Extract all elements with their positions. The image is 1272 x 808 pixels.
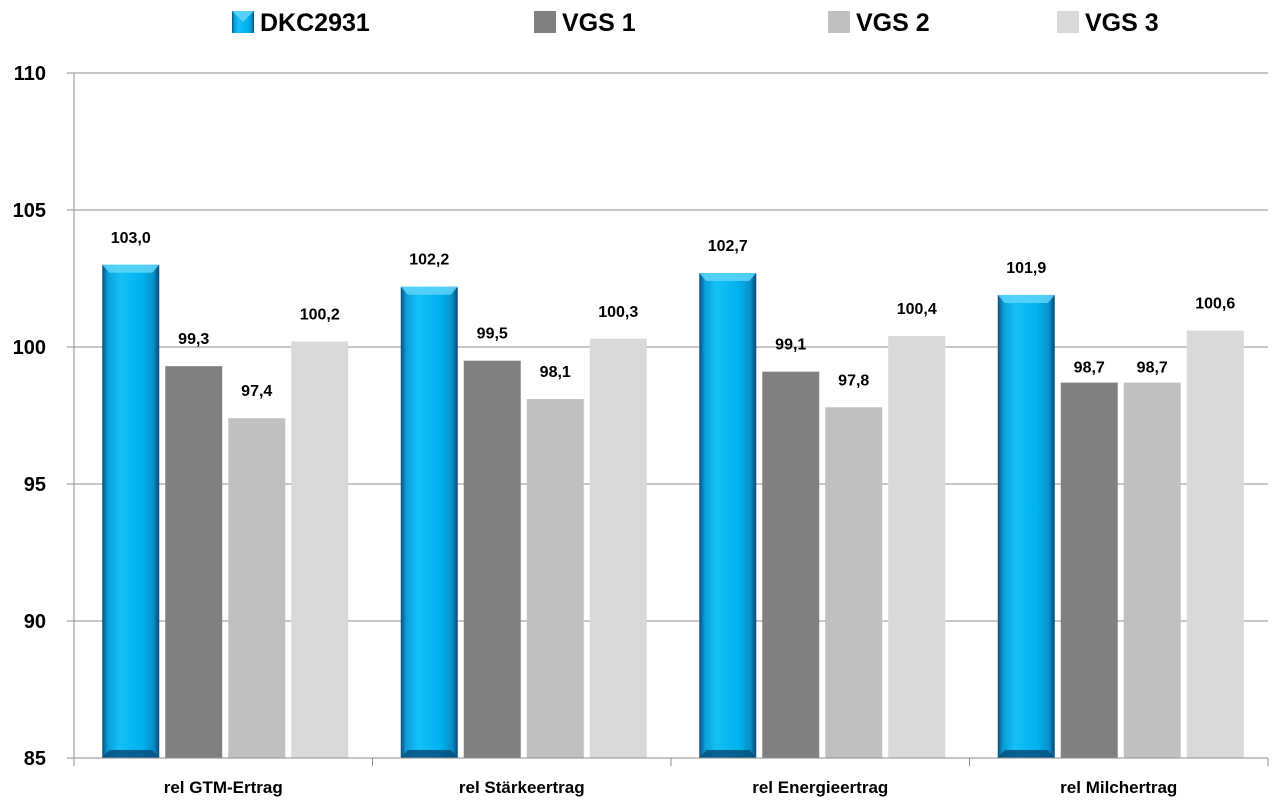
bar-vgs-2 [825,407,883,758]
bar-bevel-bottom [699,750,757,758]
bar-vgs-1 [1060,382,1118,758]
y-tick-label: 105 [13,200,46,222]
legend-label: DKC2931 [260,9,370,37]
bar-dkc2931 [102,264,160,758]
data-label: 102,2 [409,252,449,269]
data-label: 98,7 [1074,360,1105,377]
data-label: 100,6 [1195,296,1235,313]
data-label: 97,4 [241,383,272,400]
legend-swatch [828,11,850,33]
data-label: 100,2 [300,307,340,324]
x-tick-label: rel Energieertrag [752,778,888,797]
bar-dkc2931 [699,273,757,758]
x-tick-label: rel GTM-Ertrag [164,778,283,797]
bar-vgs-2 [1123,382,1181,758]
bar-bevel-top [699,273,757,282]
data-label: 102,7 [708,238,748,255]
data-label: 99,3 [178,331,209,348]
legend-swatch [1057,11,1079,33]
bar-vgs-3 [1186,330,1244,758]
x-tick-label: rel Stärkeertrag [459,778,585,797]
data-label: 101,9 [1006,260,1046,277]
data-label: 103,0 [111,230,151,247]
data-label: 99,5 [477,326,508,343]
bar-bevel-bottom [997,750,1055,758]
legend-label: VGS 1 [562,9,636,37]
bar-bevel-bottom [102,750,160,758]
legend-label: VGS 2 [856,9,930,37]
bar-dkc2931 [400,286,458,758]
data-label: 99,1 [775,337,806,354]
data-label: 98,7 [1137,360,1168,377]
bar-vgs-1 [165,366,223,758]
bar-bevel-top [997,294,1055,303]
y-tick-label: 110 [14,63,46,85]
bar-vgs-3 [291,341,349,758]
bar-vgs-2 [526,399,584,758]
y-tick-label: 100 [13,337,46,359]
bar-vgs-1 [762,371,820,758]
bar-vgs-1 [463,360,521,758]
bar-dkc2931 [997,294,1055,758]
legend-label: VGS 3 [1085,9,1159,37]
bar-bevel-bottom [400,750,458,758]
legend-swatch [534,11,556,33]
y-tick-label: 85 [24,748,46,770]
legend-swatch-bevel [232,11,254,22]
bar-bevel-top [102,264,160,273]
bar-vgs-3 [888,336,946,758]
data-label: 100,3 [598,304,638,321]
bar-bevel-top [400,286,458,295]
y-tick-label: 90 [24,611,46,633]
x-tick-label: rel Milchertrag [1060,778,1177,797]
bar-vgs-2 [228,418,286,758]
y-tick-label: 95 [24,474,46,496]
data-label: 97,8 [838,372,869,389]
bar-vgs-3 [589,338,647,758]
data-label: 100,4 [897,301,937,318]
data-label: 98,1 [540,364,571,381]
